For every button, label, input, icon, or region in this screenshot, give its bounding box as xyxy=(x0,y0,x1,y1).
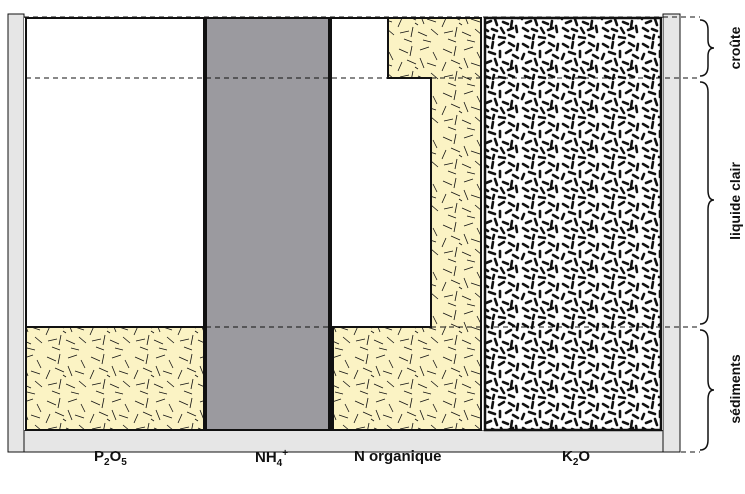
label-p2o5: P2O5 xyxy=(94,448,127,468)
label-k2o: K2O xyxy=(562,448,591,468)
layer-label-clear-liquid: liquide clair xyxy=(727,162,743,240)
sediments-brace xyxy=(699,329,715,451)
label-nh4: NH4+ xyxy=(255,448,289,469)
crust-brace xyxy=(699,19,715,77)
tank-right-wall xyxy=(662,13,681,453)
k2o-column xyxy=(483,16,663,432)
p2o5-sediment xyxy=(25,326,205,431)
label-n-organique: N organique xyxy=(354,448,442,465)
clear-liquid-brace xyxy=(699,81,715,325)
layer-label-sediments: sédiments xyxy=(727,354,743,424)
tank-left-wall xyxy=(7,13,25,453)
layer-label-crust: croûte xyxy=(727,26,743,70)
nh4-column xyxy=(205,17,330,431)
